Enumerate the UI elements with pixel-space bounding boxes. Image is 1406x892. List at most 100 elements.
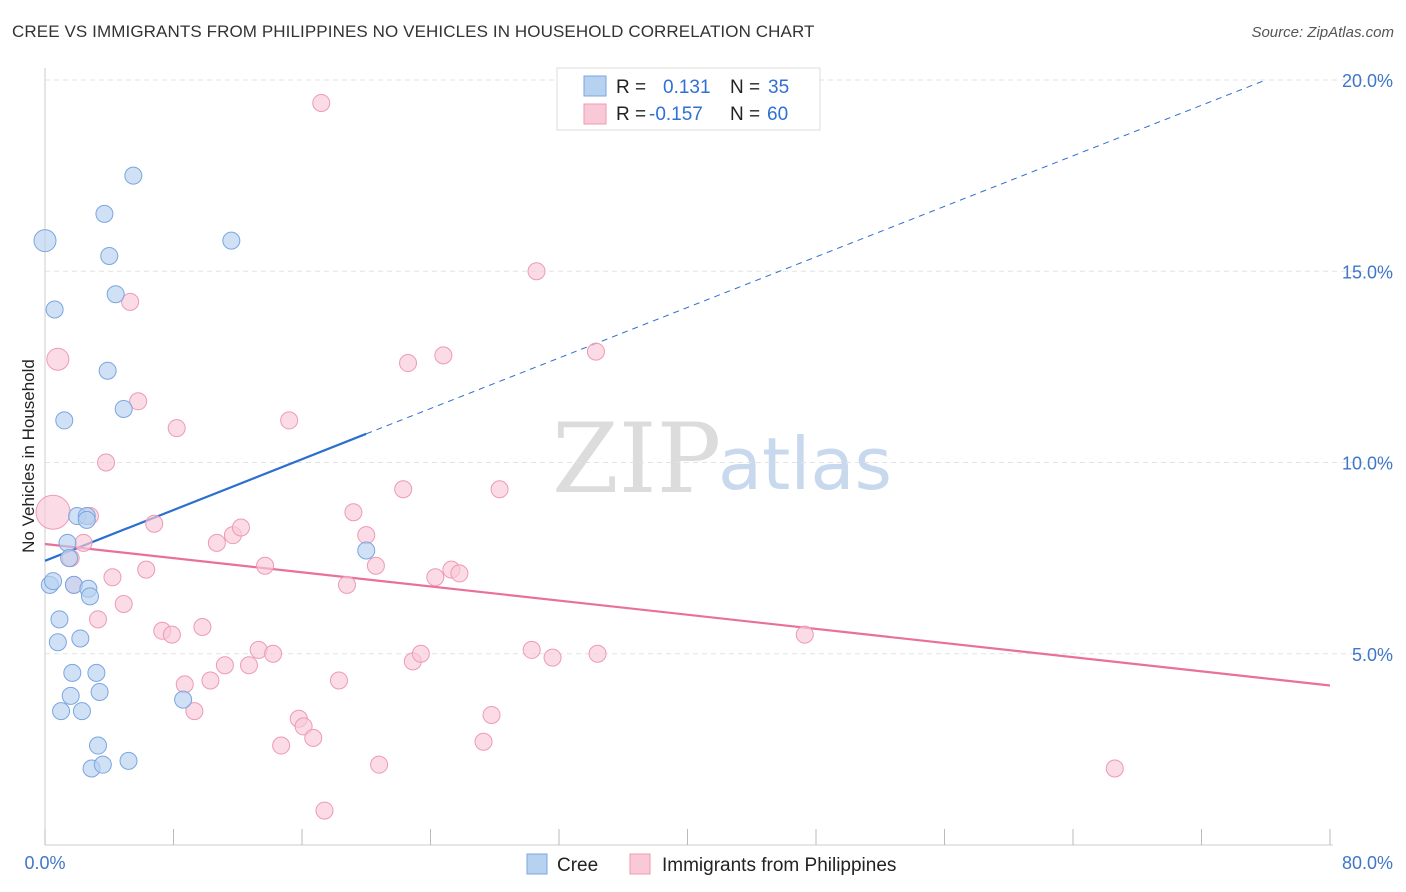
trend-line-0 [44, 432, 367, 562]
legend-n-label-philippines: N = [730, 104, 760, 125]
y-tick-label: 5.0% [1352, 645, 1393, 665]
data-point-cree [63, 663, 82, 682]
data-point-cree [33, 229, 57, 253]
data-point-philippines [394, 480, 413, 499]
series-legend-swatch-philippines [629, 853, 651, 875]
series-legend-label-philippines: Immigrants from Philippines [662, 855, 896, 876]
data-point-philippines [434, 346, 453, 365]
data-point-philippines [231, 518, 250, 537]
legend-n-label-cree: N = [730, 77, 760, 98]
data-point-philippines [474, 732, 493, 751]
data-point-philippines [185, 702, 204, 721]
chart-title: CREE VS IMMIGRANTS FROM PHILIPPINES NO V… [12, 22, 815, 41]
stats-legend: R = 0.131 N = 35 R = -0.157 N = 60 [556, 67, 821, 131]
data-point-philippines [272, 736, 291, 755]
y-tick-label: 20.0% [1342, 71, 1393, 91]
legend-swatch-philippines [583, 103, 607, 125]
data-point-philippines [482, 705, 501, 724]
data-point-philippines [527, 262, 546, 281]
data-point-philippines [215, 656, 234, 675]
data-point-philippines [366, 556, 385, 575]
data-point-philippines [264, 644, 283, 663]
x-tick-label-min: 0.0% [24, 853, 65, 873]
axes [44, 68, 1333, 846]
data-point-philippines [145, 514, 164, 533]
data-point-cree [80, 587, 99, 606]
data-point-cree [222, 231, 241, 250]
data-point-philippines [1105, 759, 1124, 778]
legend-n-value-philippines: 60 [767, 104, 788, 125]
y-tick-label: 15.0% [1342, 262, 1393, 282]
data-point-philippines [193, 617, 212, 636]
data-point-philippines [97, 453, 116, 472]
data-point-cree [50, 610, 69, 629]
data-point-philippines [162, 625, 181, 644]
watermark-zip: ZIP [552, 403, 721, 515]
trend-line-1 [44, 542, 1331, 687]
data-points [33, 93, 1124, 820]
data-point-cree [45, 300, 64, 319]
watermark: ZIP atlas [552, 403, 892, 515]
data-point-philippines [490, 480, 509, 499]
data-point-philippines [129, 392, 148, 411]
series-legend-label-cree: Cree [557, 855, 598, 876]
data-point-philippines [450, 564, 469, 583]
data-point-philippines [344, 503, 363, 522]
data-point-philippines [74, 533, 93, 552]
data-point-cree [58, 533, 77, 552]
data-point-cree [61, 686, 80, 705]
x-tick-label-max: 80.0% [1342, 853, 1393, 873]
y-axis-label: No Vehicles in Household [19, 359, 38, 553]
data-point-philippines [35, 494, 71, 530]
data-point-philippines [114, 595, 133, 614]
data-point-cree [114, 399, 133, 418]
data-point-cree [90, 683, 109, 701]
data-point-philippines [315, 801, 334, 820]
data-point-cree [95, 204, 114, 223]
data-point-cree [55, 411, 74, 430]
data-point-philippines [370, 755, 389, 774]
legend-r-label-philippines: R = [616, 104, 646, 125]
data-point-philippines [399, 354, 418, 373]
data-point-philippines [89, 610, 108, 629]
data-point-cree [87, 663, 106, 682]
data-point-philippines [201, 671, 220, 690]
y-tick-labels: 5.0% 10.0% 15.0% 20.0% [1342, 71, 1393, 665]
data-point-cree [119, 751, 138, 770]
trend-lines [44, 79, 1331, 687]
data-point-philippines [137, 560, 156, 579]
data-point-philippines [312, 93, 331, 112]
data-point-philippines [256, 556, 275, 575]
series-legend: Cree Immigrants from Philippines [526, 853, 896, 876]
gridlines [45, 79, 1393, 655]
data-point-philippines [588, 644, 607, 663]
data-point-philippines [121, 292, 140, 311]
data-point-cree [93, 755, 112, 774]
legend-swatch-cree [583, 75, 607, 97]
data-point-philippines [46, 347, 70, 371]
data-point-cree [52, 702, 71, 721]
legend-r-value-cree: 0.131 [663, 77, 711, 98]
data-point-philippines [239, 656, 258, 675]
data-point-cree [357, 541, 376, 560]
data-point-cree [44, 572, 63, 591]
data-point-philippines [103, 568, 122, 587]
data-point-cree [100, 246, 119, 265]
x-ticks [44, 829, 1331, 845]
data-point-philippines [522, 640, 541, 659]
data-point-philippines [586, 342, 605, 361]
data-point-philippines [167, 419, 186, 438]
data-point-cree [124, 166, 143, 185]
data-point-philippines [294, 717, 313, 736]
trend-line-extension-0 [366, 79, 1266, 435]
data-point-philippines [337, 575, 356, 594]
data-point-philippines [304, 728, 323, 747]
data-point-philippines [357, 526, 376, 545]
data-point-cree [89, 736, 108, 755]
data-point-cree [71, 629, 90, 648]
data-point-philippines [426, 568, 445, 587]
data-point-cree [77, 510, 96, 529]
series-legend-swatch-cree [526, 853, 548, 875]
data-point-cree [48, 633, 67, 652]
